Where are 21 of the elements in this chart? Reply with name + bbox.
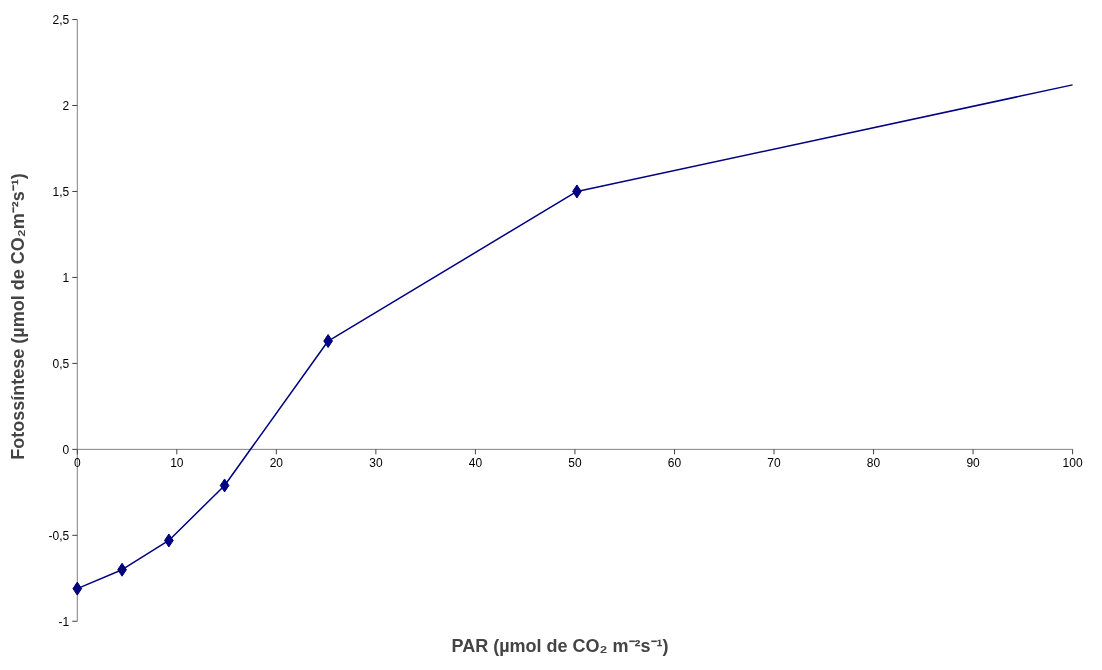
x-tick-label: 0 [73, 456, 81, 471]
x-tick-label: 50 [568, 456, 582, 471]
y-tick-label: -1 [58, 614, 70, 629]
y-tick-label: 1,5 [52, 184, 70, 199]
x-tick-label: 80 [866, 456, 881, 471]
x-tick-label: 100 [1062, 456, 1083, 471]
x-tick-label: 30 [369, 456, 383, 471]
x-tick-label: 40 [468, 456, 483, 471]
x-tick-label: 60 [667, 456, 682, 471]
y-tick-label: 1 [62, 270, 70, 285]
x-tick-label: 90 [966, 456, 981, 471]
y-tick-label: 0,5 [52, 356, 70, 371]
y-tick-label: 2,5 [52, 13, 70, 28]
y-axis-title: Fotossíntese (µmol de CO₂m⁻²s⁻¹) [7, 173, 28, 460]
y-tick-label: 2 [62, 99, 70, 114]
x-tick-label: 20 [269, 456, 284, 471]
x-axis-title: PAR (µmol de CO₂ m⁻²s⁻¹) [451, 635, 669, 656]
x-tick-label: 10 [170, 456, 184, 471]
y-tick-label: -0,5 [48, 528, 70, 543]
y-tick-label: 0 [62, 442, 70, 457]
x-tick-label: 70 [767, 456, 781, 471]
